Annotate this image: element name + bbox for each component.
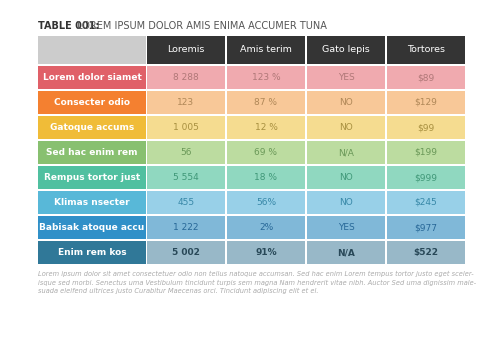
Text: $522: $522 (414, 248, 438, 257)
Text: TABLE 001:: TABLE 001: (38, 21, 100, 31)
Text: Lorem dolor siamet: Lorem dolor siamet (42, 73, 141, 82)
Text: $977: $977 (414, 223, 438, 232)
Bar (387, 241, 465, 264)
Text: 2%: 2% (259, 223, 273, 232)
Bar (38, 241, 146, 264)
Text: Lorem ipsum dolor sit amet consectetuer odio non tellus natoque accumsan. Sed ha: Lorem ipsum dolor sit amet consectetuer … (38, 271, 476, 294)
Bar (227, 91, 305, 114)
Bar (387, 191, 465, 214)
Text: N/A: N/A (337, 248, 355, 257)
Bar (307, 166, 385, 189)
Text: 87 %: 87 % (254, 98, 278, 107)
Bar (227, 116, 305, 139)
Bar (227, 36, 305, 64)
Text: Rempus tortor just: Rempus tortor just (44, 173, 140, 182)
Bar (307, 66, 385, 89)
Bar (38, 116, 146, 139)
Bar (307, 216, 385, 239)
Text: 123: 123 (178, 98, 194, 107)
Bar (387, 66, 465, 89)
Text: 5 002: 5 002 (172, 248, 200, 257)
Text: Klimas nsecter: Klimas nsecter (54, 198, 130, 207)
Bar (307, 91, 385, 114)
Text: Consecter odio: Consecter odio (54, 98, 130, 107)
Bar (227, 141, 305, 164)
Text: Sed hac enim rem: Sed hac enim rem (46, 148, 138, 157)
Text: $999: $999 (414, 173, 438, 182)
Text: 123 %: 123 % (252, 73, 280, 82)
Bar (147, 66, 225, 89)
Text: 56%: 56% (256, 198, 276, 207)
Bar (387, 116, 465, 139)
Text: 56: 56 (180, 148, 192, 157)
Bar (227, 166, 305, 189)
Bar (387, 36, 465, 64)
Text: $245: $245 (414, 198, 438, 207)
Text: $99: $99 (418, 123, 434, 132)
Text: 12 %: 12 % (254, 123, 278, 132)
Bar (147, 191, 225, 214)
Bar (307, 191, 385, 214)
Bar (227, 191, 305, 214)
Text: 91%: 91% (255, 248, 277, 257)
Bar (38, 91, 146, 114)
Bar (147, 241, 225, 264)
Text: $129: $129 (414, 98, 438, 107)
Bar (307, 241, 385, 264)
Bar (147, 36, 225, 64)
Bar (38, 191, 146, 214)
Bar (147, 166, 225, 189)
Text: 1 005: 1 005 (173, 123, 199, 132)
Text: Babisak atoque accu: Babisak atoque accu (40, 223, 144, 232)
Bar (307, 36, 385, 64)
Text: 18 %: 18 % (254, 173, 278, 182)
Bar (38, 36, 146, 64)
Text: NO: NO (339, 123, 353, 132)
Text: NO: NO (339, 98, 353, 107)
Bar (147, 116, 225, 139)
Bar (387, 216, 465, 239)
Text: 1 222: 1 222 (174, 223, 199, 232)
Bar (307, 116, 385, 139)
Bar (227, 216, 305, 239)
Bar (387, 166, 465, 189)
Text: YES: YES (338, 73, 354, 82)
Bar (307, 141, 385, 164)
Bar (38, 66, 146, 89)
Bar (38, 166, 146, 189)
Text: Gato lepis: Gato lepis (322, 46, 370, 55)
Bar (147, 91, 225, 114)
Text: Amis terim: Amis terim (240, 46, 292, 55)
Text: NO: NO (339, 198, 353, 207)
Text: LOREM IPSUM DOLOR AMIS ENIMA ACCUMER TUNA: LOREM IPSUM DOLOR AMIS ENIMA ACCUMER TUN… (74, 21, 327, 31)
Bar (38, 141, 146, 164)
Bar (147, 216, 225, 239)
Text: YES: YES (338, 223, 354, 232)
Text: Enim rem kos: Enim rem kos (58, 248, 126, 257)
Text: N/A: N/A (338, 148, 354, 157)
Text: $199: $199 (414, 148, 438, 157)
Text: 5 554: 5 554 (173, 173, 199, 182)
Text: 455: 455 (178, 198, 194, 207)
Bar (227, 66, 305, 89)
Text: Gatoque accums: Gatoque accums (50, 123, 134, 132)
Bar (387, 91, 465, 114)
Text: NO: NO (339, 173, 353, 182)
Bar (227, 241, 305, 264)
Text: 69 %: 69 % (254, 148, 278, 157)
Text: Loremis: Loremis (168, 46, 204, 55)
Bar (38, 216, 146, 239)
Bar (387, 141, 465, 164)
Text: $89: $89 (418, 73, 434, 82)
Text: 8 288: 8 288 (173, 73, 199, 82)
Bar (147, 141, 225, 164)
Text: Tortores: Tortores (407, 46, 445, 55)
